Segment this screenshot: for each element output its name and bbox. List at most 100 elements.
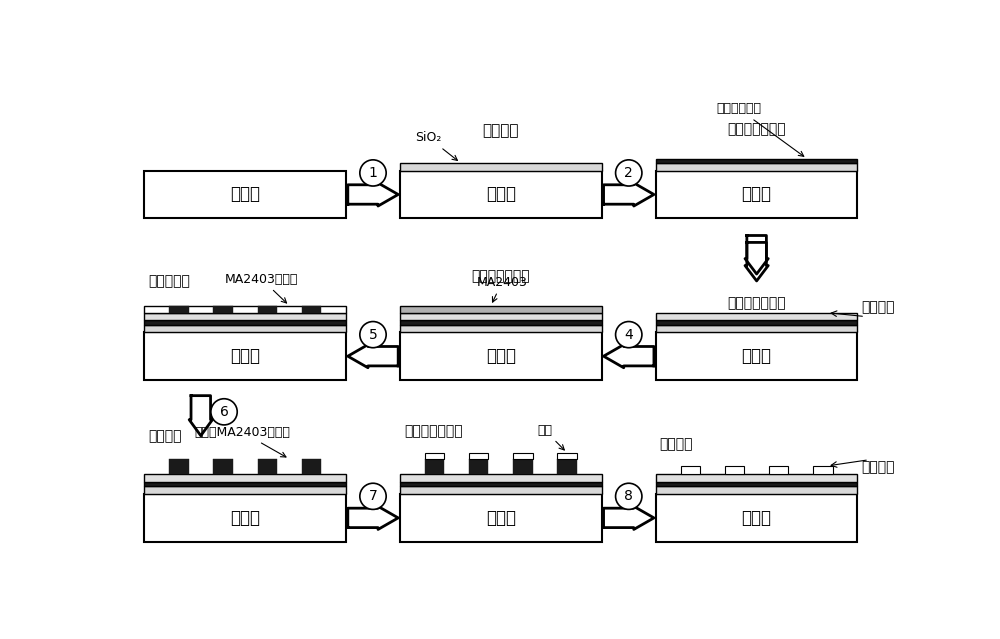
Text: 4: 4 <box>624 328 633 342</box>
Circle shape <box>360 160 386 186</box>
Text: 硅衬底: 硅衬底 <box>486 185 516 203</box>
Polygon shape <box>348 344 398 367</box>
Text: 硅衬底: 硅衬底 <box>486 509 516 527</box>
Text: 湿法氧化: 湿法氧化 <box>483 123 519 138</box>
Text: MA2403: MA2403 <box>477 276 528 302</box>
Polygon shape <box>604 506 654 530</box>
Polygon shape <box>745 242 768 281</box>
Bar <box>656 158 857 163</box>
Bar <box>656 325 857 332</box>
Bar <box>400 474 602 482</box>
Text: MA2403被曝光: MA2403被曝光 <box>225 273 298 303</box>
Text: 透光介质: 透光介质 <box>861 300 895 314</box>
Text: 金属结构: 金属结构 <box>861 461 895 474</box>
Text: 6: 6 <box>220 405 228 419</box>
Bar <box>656 320 857 325</box>
Bar <box>144 474 346 482</box>
Bar <box>213 459 233 474</box>
Bar <box>400 494 602 542</box>
Bar <box>169 305 189 312</box>
Bar <box>400 332 602 380</box>
Circle shape <box>360 483 386 509</box>
Bar <box>656 312 857 320</box>
Text: 硅衬底: 硅衬底 <box>230 509 260 527</box>
Bar <box>656 482 857 486</box>
Text: 8: 8 <box>624 489 633 504</box>
Text: 硅衬底: 硅衬底 <box>742 185 772 203</box>
Bar <box>656 332 857 380</box>
Bar <box>813 466 833 474</box>
Bar <box>144 312 346 320</box>
Polygon shape <box>348 183 398 206</box>
Bar <box>400 163 602 171</box>
Text: 2: 2 <box>624 166 633 180</box>
Bar <box>169 459 189 474</box>
Text: 金属: 金属 <box>537 424 564 450</box>
Bar <box>656 163 857 171</box>
Bar <box>302 459 321 474</box>
Bar <box>725 466 744 474</box>
Polygon shape <box>189 396 212 436</box>
Bar <box>769 466 788 474</box>
Bar <box>469 453 488 459</box>
Bar <box>144 305 346 312</box>
Polygon shape <box>604 183 654 206</box>
Bar <box>400 312 602 320</box>
Bar <box>400 320 602 325</box>
Text: 硅衬底: 硅衬底 <box>742 509 772 527</box>
Text: 化学气象沉积法: 化学气象沉积法 <box>727 123 786 136</box>
Circle shape <box>211 399 237 425</box>
Circle shape <box>616 483 642 509</box>
Text: 硅衬底: 硅衬底 <box>230 185 260 203</box>
Text: 电子束金属镀膜: 电子束金属镀膜 <box>404 424 463 438</box>
Bar <box>400 482 602 486</box>
Bar <box>400 325 602 332</box>
Text: 显影过程: 显影过程 <box>148 429 182 443</box>
Bar <box>144 332 346 380</box>
Text: 二维晶体单层: 二维晶体单层 <box>716 102 804 157</box>
Bar <box>400 171 602 219</box>
Text: 5: 5 <box>369 328 377 342</box>
Bar <box>213 305 233 312</box>
Bar <box>144 482 346 486</box>
Bar <box>656 474 857 482</box>
Bar <box>400 305 602 312</box>
Bar <box>302 305 321 312</box>
Polygon shape <box>604 344 654 367</box>
Bar <box>144 494 346 542</box>
Bar <box>513 459 533 474</box>
Bar <box>144 171 346 219</box>
Circle shape <box>616 160 642 186</box>
Bar <box>656 171 857 219</box>
Text: 1: 1 <box>369 166 377 180</box>
Text: SiO₂: SiO₂ <box>416 132 457 160</box>
Circle shape <box>360 321 386 348</box>
Polygon shape <box>745 236 768 274</box>
Bar <box>400 486 602 494</box>
Bar <box>557 459 577 474</box>
Bar <box>656 494 857 542</box>
Bar <box>656 486 857 494</box>
Bar <box>144 320 346 325</box>
Bar <box>557 453 577 459</box>
Text: 电子束曝光: 电子束曝光 <box>148 274 190 288</box>
Text: 曝光的MA2403被保留: 曝光的MA2403被保留 <box>195 426 291 457</box>
Bar <box>681 466 700 474</box>
Text: 硅衬底: 硅衬底 <box>742 347 772 366</box>
Bar <box>144 325 346 332</box>
Bar <box>469 459 488 474</box>
Bar <box>258 305 277 312</box>
Text: 电子束介质镀膜: 电子束介质镀膜 <box>727 296 786 311</box>
Bar <box>513 453 533 459</box>
Text: 旋涂电子束负胶: 旋涂电子束负胶 <box>472 270 530 284</box>
Text: 硅衬底: 硅衬底 <box>230 347 260 366</box>
Text: 除胶过程: 除胶过程 <box>660 437 693 451</box>
Bar <box>425 459 444 474</box>
Bar <box>425 453 444 459</box>
Circle shape <box>616 321 642 348</box>
Bar <box>258 459 277 474</box>
Bar <box>144 486 346 494</box>
Text: 7: 7 <box>369 489 377 504</box>
Text: 硅衬底: 硅衬底 <box>486 347 516 366</box>
Polygon shape <box>348 506 398 530</box>
